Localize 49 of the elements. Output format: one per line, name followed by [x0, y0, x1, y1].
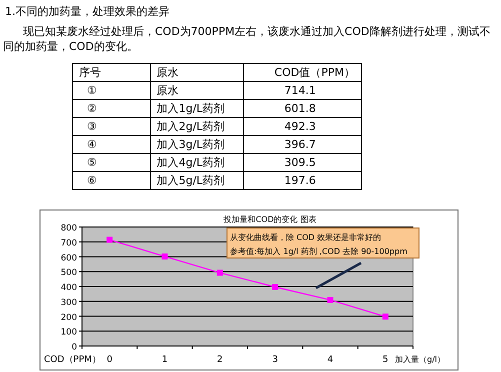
x-tick-label: 3 [272, 355, 278, 365]
text: 加入1g/L药剂 [150, 100, 244, 118]
text: ③ [72, 118, 150, 136]
y-tick-label: 100 [60, 328, 77, 338]
text: ② [72, 100, 150, 118]
point [327, 296, 334, 303]
x-tick-label: 5 [382, 355, 388, 365]
point [162, 253, 168, 260]
text: 492.3 [244, 118, 362, 136]
text: 加入3g/L药剂 [150, 136, 244, 154]
text: 加入4g/L药剂 [150, 154, 244, 172]
y-tick-label: 700 [60, 238, 77, 248]
text: ⑤ [72, 154, 150, 172]
x-tick-label: 0 [106, 355, 113, 365]
text: 309.5 [244, 154, 362, 172]
x-tick-label: 2 [217, 355, 223, 365]
point [216, 270, 223, 276]
text: 加入5g/L药剂 [150, 172, 244, 190]
x-tick-label: 1 [162, 355, 168, 365]
text: ① [72, 82, 150, 100]
y-tick-label: 500 [60, 268, 77, 278]
point [106, 236, 113, 243]
y-tick-label: 200 [60, 312, 77, 323]
text: 396.7 [244, 136, 362, 154]
text: 197.6 [244, 172, 362, 190]
annotation: 参考值:每加入 1g/l 药剂 ,COD 去除 90-100ppm [230, 247, 408, 256]
text: 序号 [72, 64, 150, 82]
text: COD值（PPM） [244, 64, 362, 82]
text: 现已知某废水经过处理后，COD为700PPM左右，该废水通过加入COD降解剂进行处理，测试不同的加药量，COD的变化。 [3, 24, 492, 54]
text: 601.8 [244, 100, 362, 118]
point [382, 314, 388, 320]
y-tick-label: 400 [60, 283, 77, 293]
point [272, 284, 278, 290]
y-tick-label: 600 [60, 253, 77, 264]
y-tick-label: 800 [60, 224, 77, 234]
text: 714.1 [244, 82, 362, 100]
text: ④ [72, 136, 150, 154]
x-tick-label: 4 [327, 355, 334, 365]
text: 加入2g/L药剂 [150, 118, 244, 136]
x-axis-title: 加入量（g/l） [395, 355, 445, 364]
chart-title: 投加量和COD的变化 图表 [222, 215, 316, 224]
y-tick-label: 300 [60, 298, 77, 308]
text: 原水 [150, 64, 244, 82]
y-axis-title: COD（PPM） [44, 355, 101, 365]
text: ⑥ [72, 172, 150, 190]
text: 1.不同的加药量，处理效果的差异 [5, 4, 170, 19]
y-tick-label: 0 [72, 342, 77, 352]
text: 原水 [150, 82, 244, 100]
annotation: 从变化曲线看，除 COD 效果还是非常好的 [230, 233, 382, 242]
